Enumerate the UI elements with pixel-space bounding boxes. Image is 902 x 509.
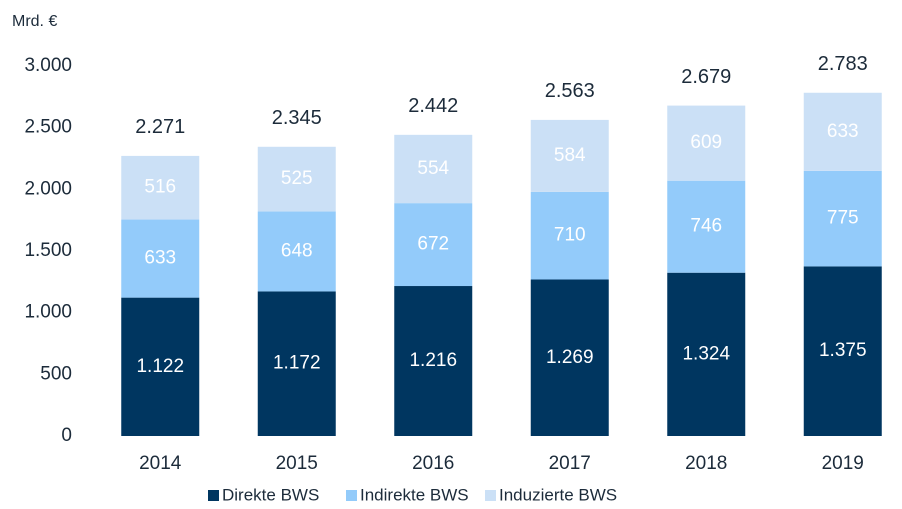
bar-segment	[394, 134, 473, 204]
data-label: 633	[827, 121, 859, 142]
y-tick-label: 3.000	[24, 55, 72, 76]
total-label: 2.345	[272, 107, 322, 129]
total-label: 2.271	[135, 116, 185, 138]
y-tick-label: 2.000	[24, 178, 72, 199]
bar-segment	[257, 211, 336, 292]
bar-segment	[530, 119, 609, 192]
x-tick-label: 2016	[412, 453, 454, 474]
legend-swatch	[208, 490, 219, 501]
bar-segment	[257, 146, 336, 212]
data-label: 516	[144, 177, 176, 198]
total-label: 2.783	[818, 53, 868, 75]
total-label: 2.442	[408, 95, 458, 117]
legend-label: Induzierte BWS	[499, 485, 617, 504]
data-label: 633	[144, 248, 176, 269]
bar-segment	[530, 279, 609, 436]
data-label: 584	[554, 145, 586, 166]
bar-segment	[530, 191, 609, 280]
bar-segment	[667, 180, 746, 273]
legend-swatch	[346, 490, 357, 501]
bar-segment	[394, 286, 473, 436]
bar-segment	[667, 105, 746, 181]
y-tick-label: 0	[61, 425, 72, 446]
total-label: 2.679	[681, 66, 731, 88]
bar-segment	[121, 155, 200, 220]
data-label: 1.324	[682, 343, 730, 364]
bar-segment	[121, 219, 200, 298]
data-label: 1.216	[409, 350, 457, 371]
bar-segment	[121, 297, 200, 436]
legend-swatch	[485, 490, 496, 501]
x-tick-label: 2019	[822, 453, 864, 474]
data-label: 1.172	[273, 353, 321, 374]
bar-segment	[803, 266, 882, 436]
x-tick-label: 2015	[276, 453, 318, 474]
bar-segment	[394, 203, 473, 287]
data-label: 710	[554, 225, 586, 246]
x-tick-label: 2017	[549, 453, 591, 474]
x-tick-label: 2014	[139, 453, 182, 474]
data-label: 554	[417, 158, 449, 179]
bar-segment	[803, 92, 882, 171]
data-label: 1.375	[819, 340, 867, 361]
data-label: 1.122	[136, 356, 184, 377]
data-label: 672	[417, 234, 449, 255]
x-tick-label: 2018	[685, 453, 727, 474]
y-tick-label: 1.500	[24, 240, 72, 261]
data-label: 609	[690, 132, 722, 153]
legend-label: Direkte BWS	[222, 485, 319, 504]
bar-segment	[257, 291, 336, 436]
y-tick-label: 1.000	[24, 302, 72, 323]
total-label: 2.563	[545, 80, 595, 102]
y-tick-label: 500	[40, 363, 72, 384]
bar-segment	[803, 170, 882, 267]
y-axis-label: Mrd. €	[12, 13, 57, 30]
data-label: 648	[281, 241, 313, 262]
legend-label: Indirekte BWS	[360, 485, 469, 504]
data-label: 746	[690, 216, 722, 237]
bar-segment	[667, 272, 746, 436]
y-tick-label: 2.500	[24, 117, 72, 138]
data-label: 525	[281, 168, 313, 189]
data-label: 775	[827, 208, 859, 229]
data-label: 1.269	[546, 347, 594, 368]
